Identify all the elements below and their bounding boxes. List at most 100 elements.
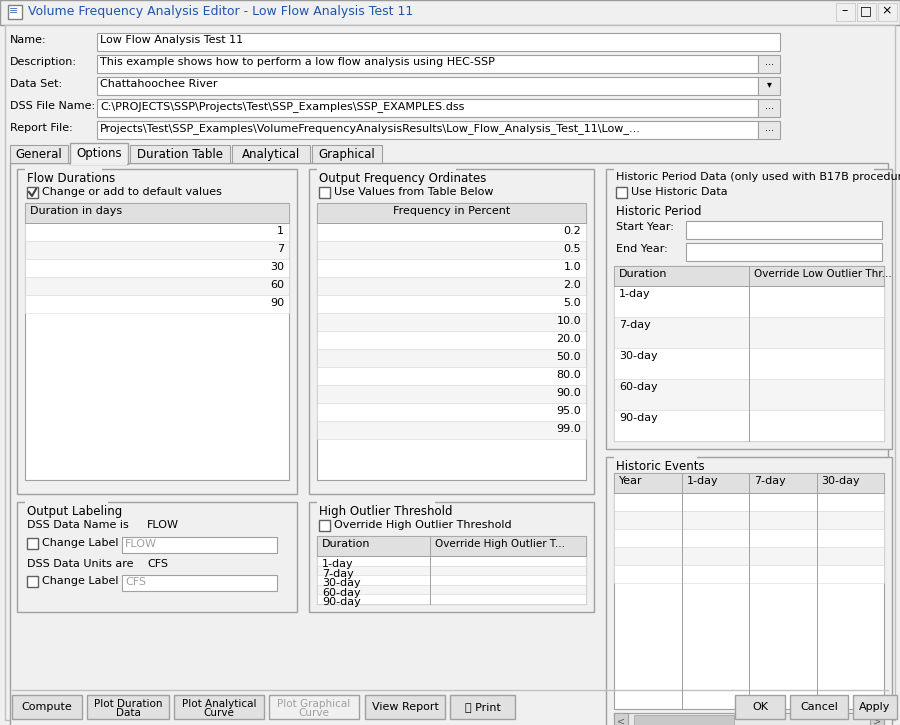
Bar [25,259,289,277]
Text: ≡: ≡ [9,6,18,16]
Text: Duration: Duration [619,269,668,279]
Text: FLOW: FLOW [125,539,157,549]
Text: View Report: View Report [372,702,438,712]
Text: Frequency in Percent: Frequency in Percent [393,206,510,216]
Text: General: General [15,148,62,161]
Bar [71,163,127,165]
Text: Data: Data [115,708,140,718]
Bar [365,695,445,719]
Bar [634,715,734,725]
Text: Graphical: Graphical [319,148,375,161]
Bar [317,421,586,439]
Text: ...: ... [764,123,773,133]
Text: >: > [873,716,881,725]
Text: Name:: Name: [10,35,47,45]
Text: 90: 90 [270,298,284,308]
Bar [317,367,586,385]
Bar [10,145,68,163]
Bar [25,223,289,241]
Text: 1.0: 1.0 [563,262,581,272]
Text: Plot Analytical: Plot Analytical [182,699,256,709]
Text: Historic Period Data (only used with B17B procedures): Historic Period Data (only used with B17… [616,172,900,182]
Text: 1: 1 [277,226,284,236]
Text: High Outlier Threshold: High Outlier Threshold [319,505,453,518]
Text: 30-day: 30-day [619,351,658,361]
Text: Start Year:: Start Year: [616,222,674,232]
Text: 50.0: 50.0 [556,352,581,362]
Bar [122,537,277,553]
Bar [614,266,884,441]
Text: Override Low Outlier Thr...: Override Low Outlier Thr... [754,269,892,279]
Bar [870,713,884,725]
Text: Historic Period: Historic Period [616,205,701,218]
Bar [614,379,884,410]
Text: Plot Graphical: Plot Graphical [277,699,351,709]
Text: DSS Data Name is: DSS Data Name is [27,520,129,530]
Text: <: < [616,716,625,725]
Bar [317,536,586,604]
Text: 90-day: 90-day [322,597,361,608]
Text: Year: Year [619,476,643,486]
Text: 5.0: 5.0 [563,298,581,308]
Bar [758,77,780,95]
Bar [758,55,780,73]
Bar [17,169,297,494]
Bar [686,221,882,239]
Bar [606,169,892,449]
Text: Plot Duration: Plot Duration [94,699,162,709]
Text: Curve: Curve [299,708,329,718]
Text: 2.0: 2.0 [563,280,581,290]
Bar [25,501,107,511]
Text: 30-day: 30-day [822,476,860,486]
Text: ×: × [882,4,892,17]
Bar [317,594,586,604]
Bar [878,3,897,21]
Bar [317,203,586,480]
Text: 60-day: 60-day [322,588,361,598]
Text: Override High Outlier T...: Override High Outlier T... [435,539,565,549]
Bar [758,99,780,117]
Text: 0.2: 0.2 [563,226,581,236]
Bar [25,168,103,178]
Bar [616,187,627,198]
Text: 🖨 Print: 🖨 Print [464,702,500,712]
Text: Duration Table: Duration Table [137,148,223,161]
Text: End Year:: End Year: [616,244,668,254]
Bar [317,556,586,566]
Bar [174,695,264,719]
Bar [122,575,277,591]
Bar [25,277,289,295]
Bar [317,585,586,594]
Text: Apply: Apply [860,702,891,712]
Bar [97,99,758,117]
Bar [97,121,758,139]
Bar [312,145,382,163]
Bar [686,243,882,261]
Bar [614,410,884,441]
Bar [735,695,785,719]
Text: Use Values from Table Below: Use Values from Table Below [334,187,493,197]
Bar [70,143,128,164]
Bar [450,695,515,719]
Text: 95.0: 95.0 [556,406,581,416]
Bar [614,713,884,725]
Text: Change Label: Change Label [42,576,119,586]
Bar [614,348,884,379]
Text: 60-day: 60-day [619,382,658,392]
Text: □: □ [860,4,872,17]
Bar [614,493,884,511]
Bar [97,33,780,51]
Text: 7: 7 [277,244,284,254]
Text: Curve: Curve [203,708,234,718]
Bar [614,547,884,565]
Bar [317,277,586,295]
Text: OK: OK [752,702,768,712]
Text: Analytical: Analytical [242,148,300,161]
Text: Volume Frequency Analysis Editor - Low Flow Analysis Test 11: Volume Frequency Analysis Editor - Low F… [28,5,413,18]
Bar [857,3,876,21]
Bar [614,168,875,178]
Text: Change or add to default values: Change or add to default values [42,187,222,197]
Bar [25,203,289,480]
Bar [317,385,586,403]
Bar [25,203,289,223]
